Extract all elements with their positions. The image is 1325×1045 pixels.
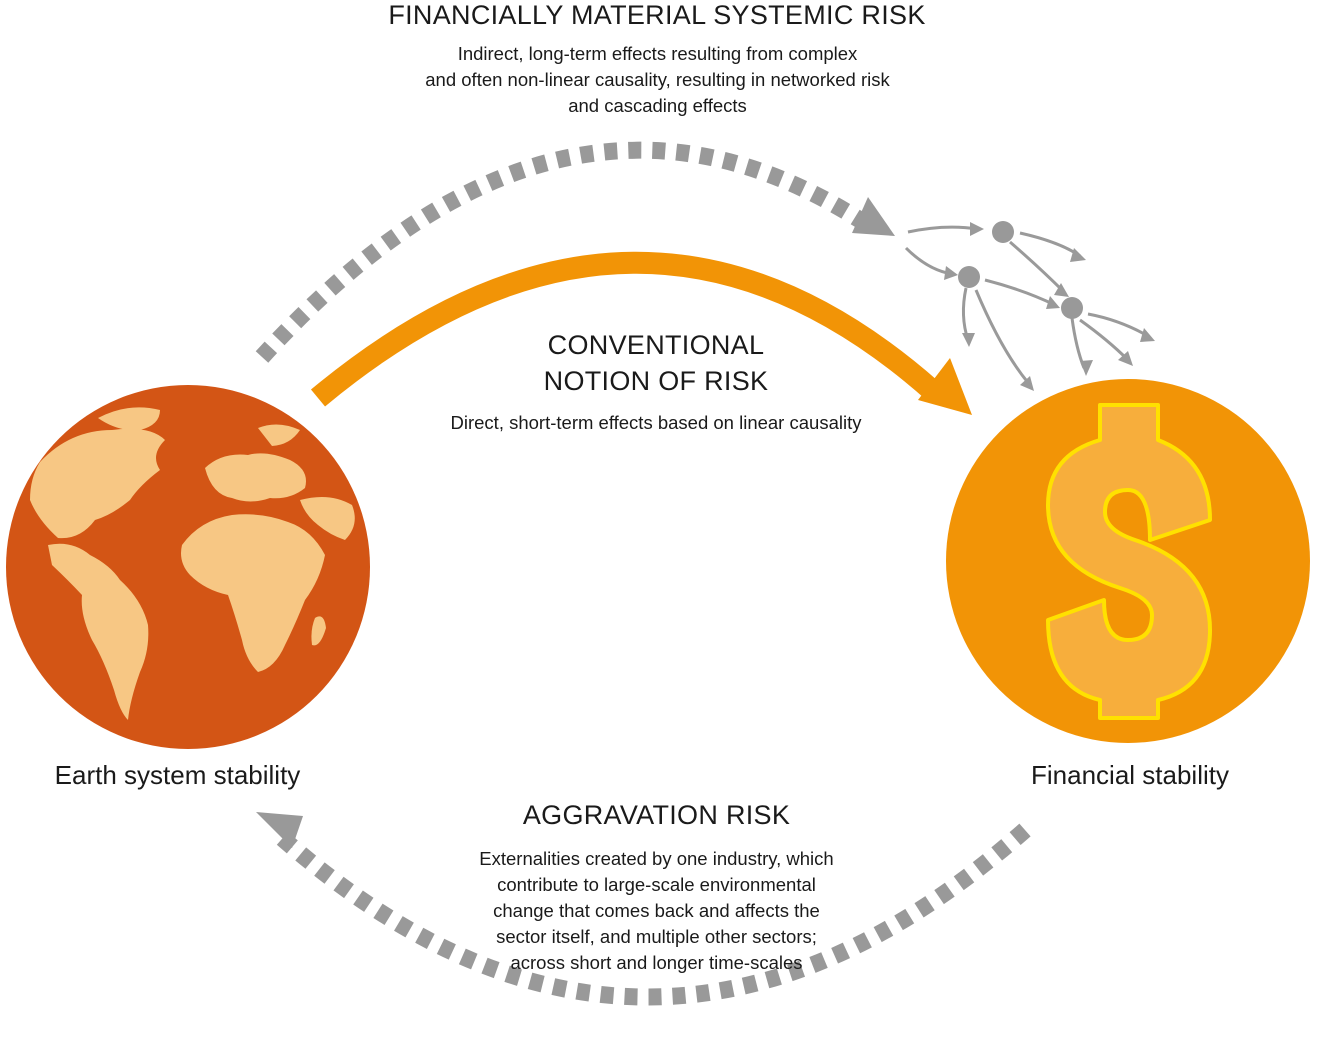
cascade-network	[904, 225, 1149, 386]
systemic-risk-description-line: Indirect, long-term effects resulting fr…	[457, 43, 858, 64]
dollar-coin-icon	[946, 379, 1310, 743]
financial-stability-label: Financial stability	[1031, 760, 1229, 790]
aggravation-risk-description-line: change that comes back and affects the	[493, 900, 820, 921]
conventional-risk-title-line: NOTION OF RISK	[543, 366, 769, 396]
aggravation-risk-description-line: contribute to large-scale environmental	[497, 874, 816, 895]
aggravation-risk-arrow	[276, 823, 1031, 1006]
systemic-risk-title: FINANCIALLY MATERIAL SYSTEMIC RISK	[388, 0, 926, 30]
aggravation-risk-description-line: Externalities created by one industry, w…	[479, 848, 834, 869]
aggravation-risk-description-line: sector itself, and multiple other sector…	[496, 926, 817, 947]
systemic-risk-description-line: and cascading effects	[568, 95, 747, 116]
cascade-arrowheads	[944, 222, 1155, 391]
conventional-risk-title-line: CONVENTIONAL	[547, 330, 765, 360]
dollar-sign	[1046, 403, 1212, 720]
cascade-nodes	[958, 221, 1083, 319]
systemic-risk-arrow	[255, 141, 865, 363]
conventional-risk-arrowhead	[918, 358, 972, 415]
aggravation-risk-description: Externalities created by one industry, w…	[420, 846, 893, 976]
aggravation-risk-arrowhead	[256, 812, 303, 848]
aggravation-risk-title: AGGRAVATION RISK	[522, 800, 791, 830]
systemic-risk-description-line: and often non-linear causality, resultin…	[425, 69, 890, 90]
earth-system-stability-label: Earth system stability	[54, 760, 301, 790]
systemic-risk-description: Indirect, long-term effects resulting fr…	[330, 41, 985, 119]
globe-icon	[6, 385, 370, 749]
aggravation-risk-description-line: across short and longer time-scales	[510, 952, 803, 973]
conventional-risk-description: Direct, short-term effects based on line…	[450, 412, 862, 433]
systemic-risk-arrowhead	[852, 197, 895, 236]
conventional-risk-title: CONVENTIONAL NOTION OF RISK	[476, 327, 836, 399]
conventional-risk-arrow	[310, 251, 943, 407]
